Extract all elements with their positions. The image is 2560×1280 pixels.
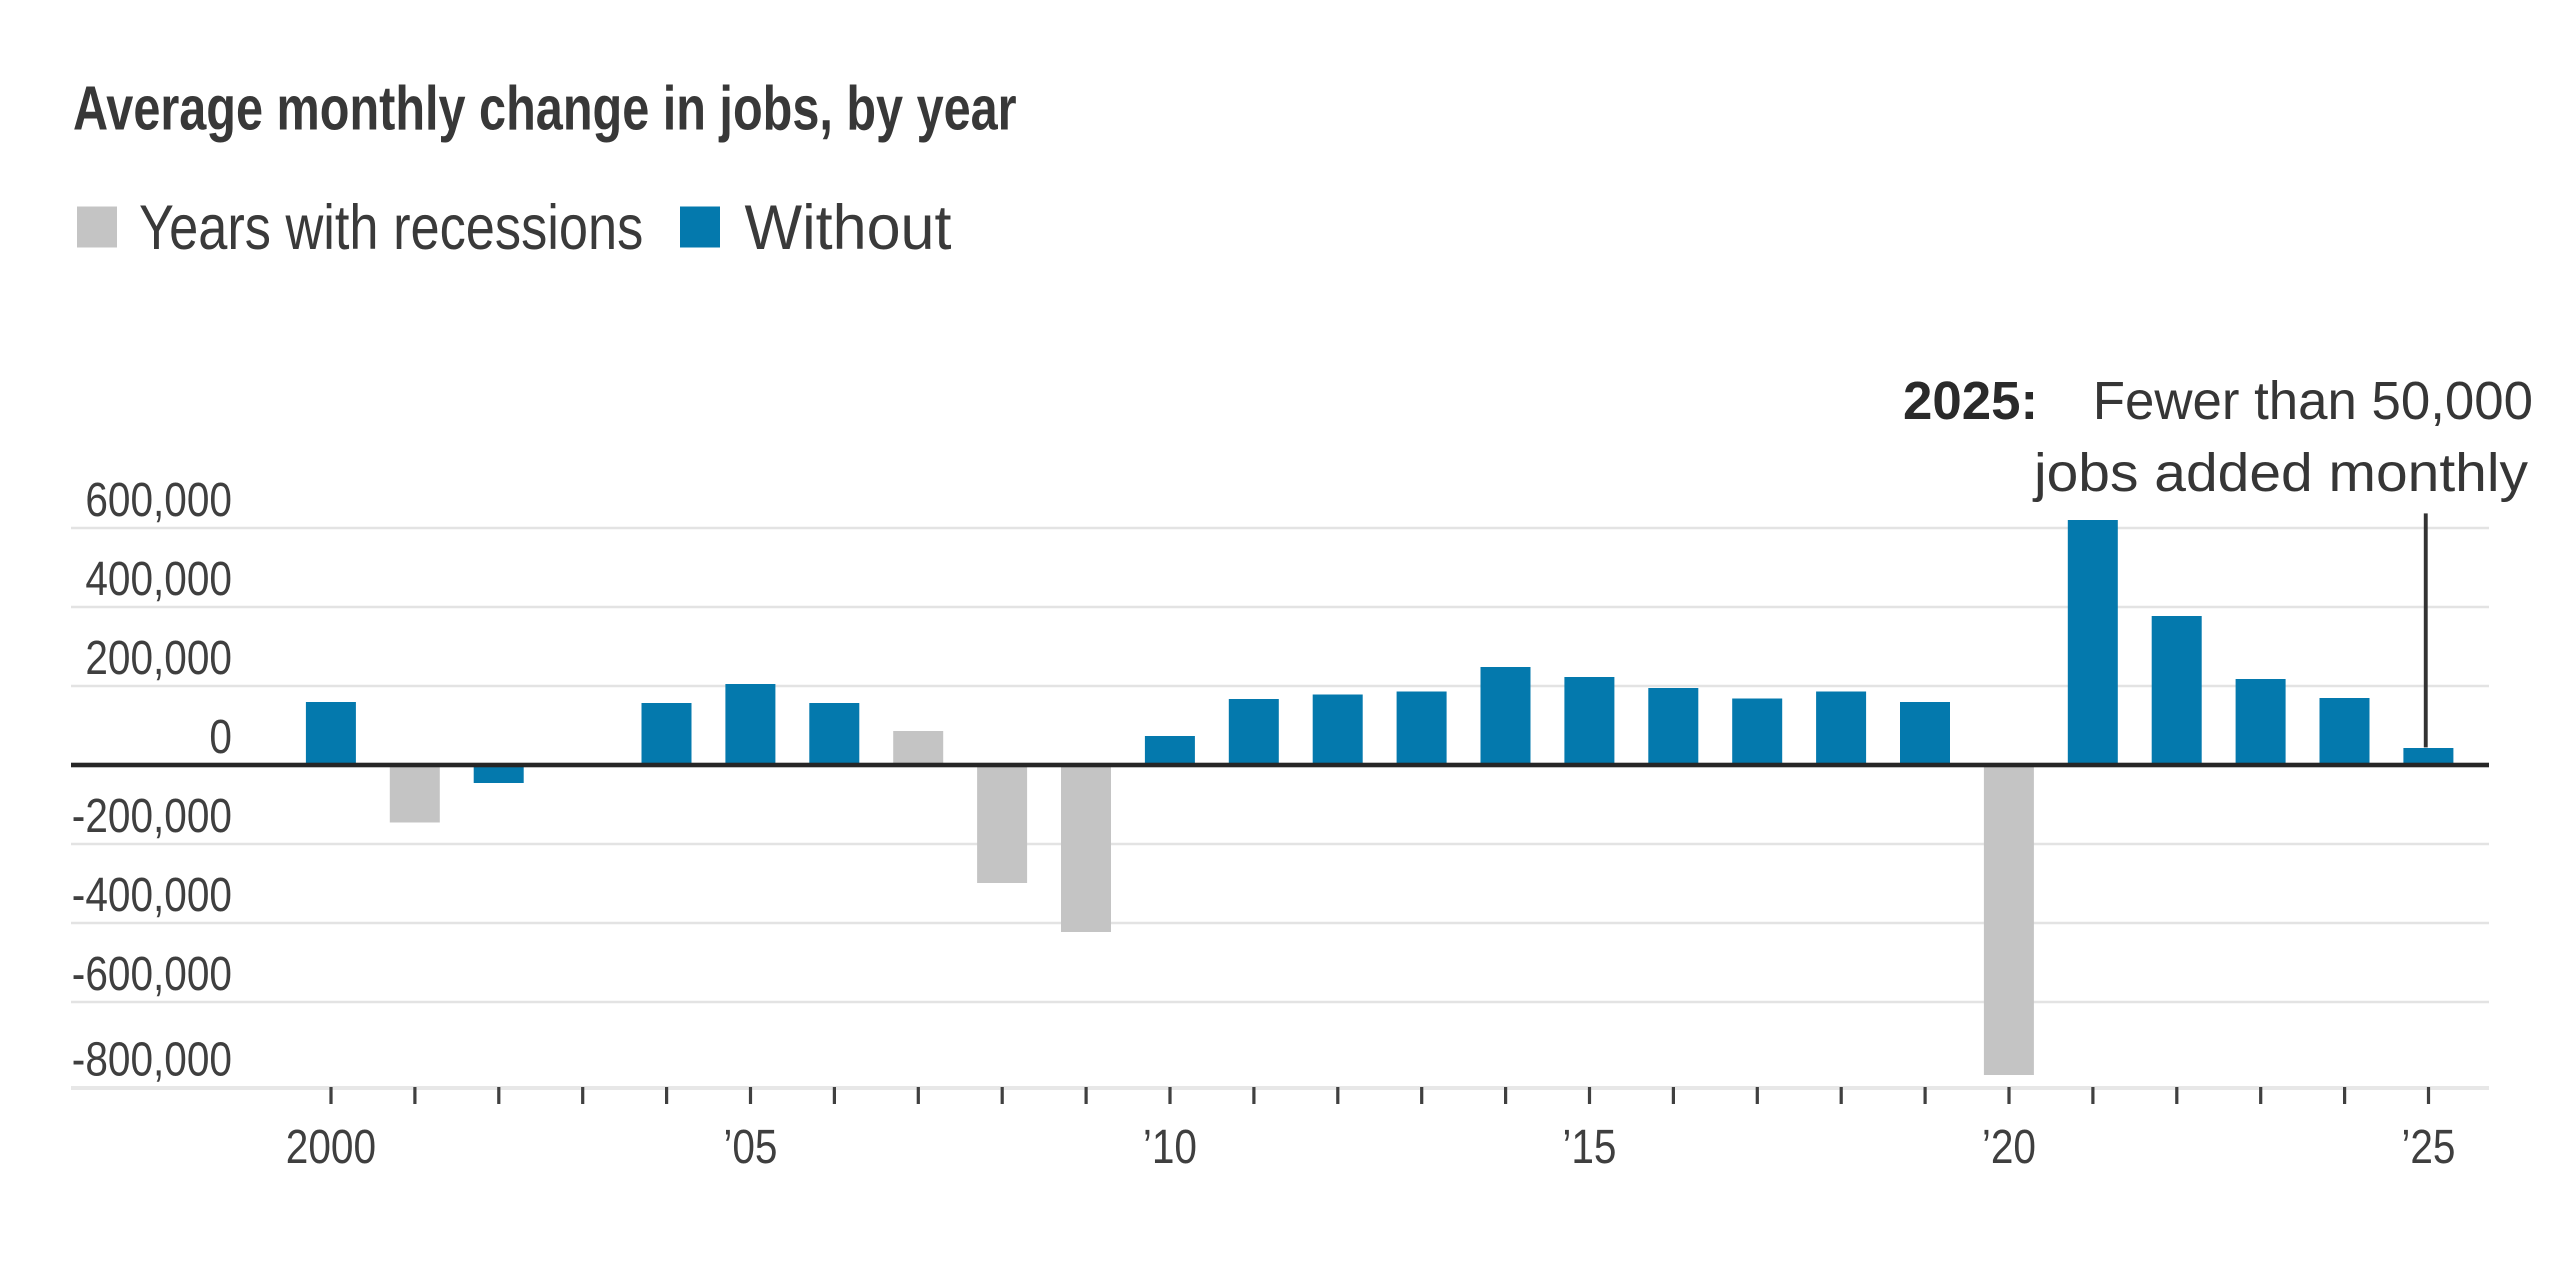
svg-text:Without: Without xyxy=(745,193,952,263)
svg-text:400,000: 400,000 xyxy=(85,552,232,606)
svg-text:’25: ’25 xyxy=(2401,1120,2455,1174)
svg-text:-400,000: -400,000 xyxy=(72,868,232,922)
svg-text:’10: ’10 xyxy=(1143,1120,1197,1174)
svg-text:Average monthly change in jobs: Average monthly change in jobs, by year xyxy=(73,74,1017,143)
svg-text:600,000: 600,000 xyxy=(85,473,232,527)
svg-text:2000: 2000 xyxy=(286,1120,376,1174)
svg-text:0: 0 xyxy=(209,710,232,764)
svg-text:’20: ’20 xyxy=(1982,1120,2036,1174)
svg-text:-800,000: -800,000 xyxy=(72,1032,232,1086)
svg-text:200,000: 200,000 xyxy=(85,631,232,685)
svg-text:’05: ’05 xyxy=(723,1120,777,1174)
svg-text:-200,000: -200,000 xyxy=(72,789,232,843)
svg-text:jobs added monthly: jobs added monthly xyxy=(2032,442,2528,502)
svg-text:Fewer than 50,000: Fewer than 50,000 xyxy=(2093,371,2533,431)
svg-text:Years with recessions: Years with recessions xyxy=(139,194,643,264)
svg-text:-600,000: -600,000 xyxy=(72,947,232,1001)
svg-text:’15: ’15 xyxy=(1562,1120,1616,1174)
svg-text:2025:: 2025: xyxy=(1903,371,2038,431)
